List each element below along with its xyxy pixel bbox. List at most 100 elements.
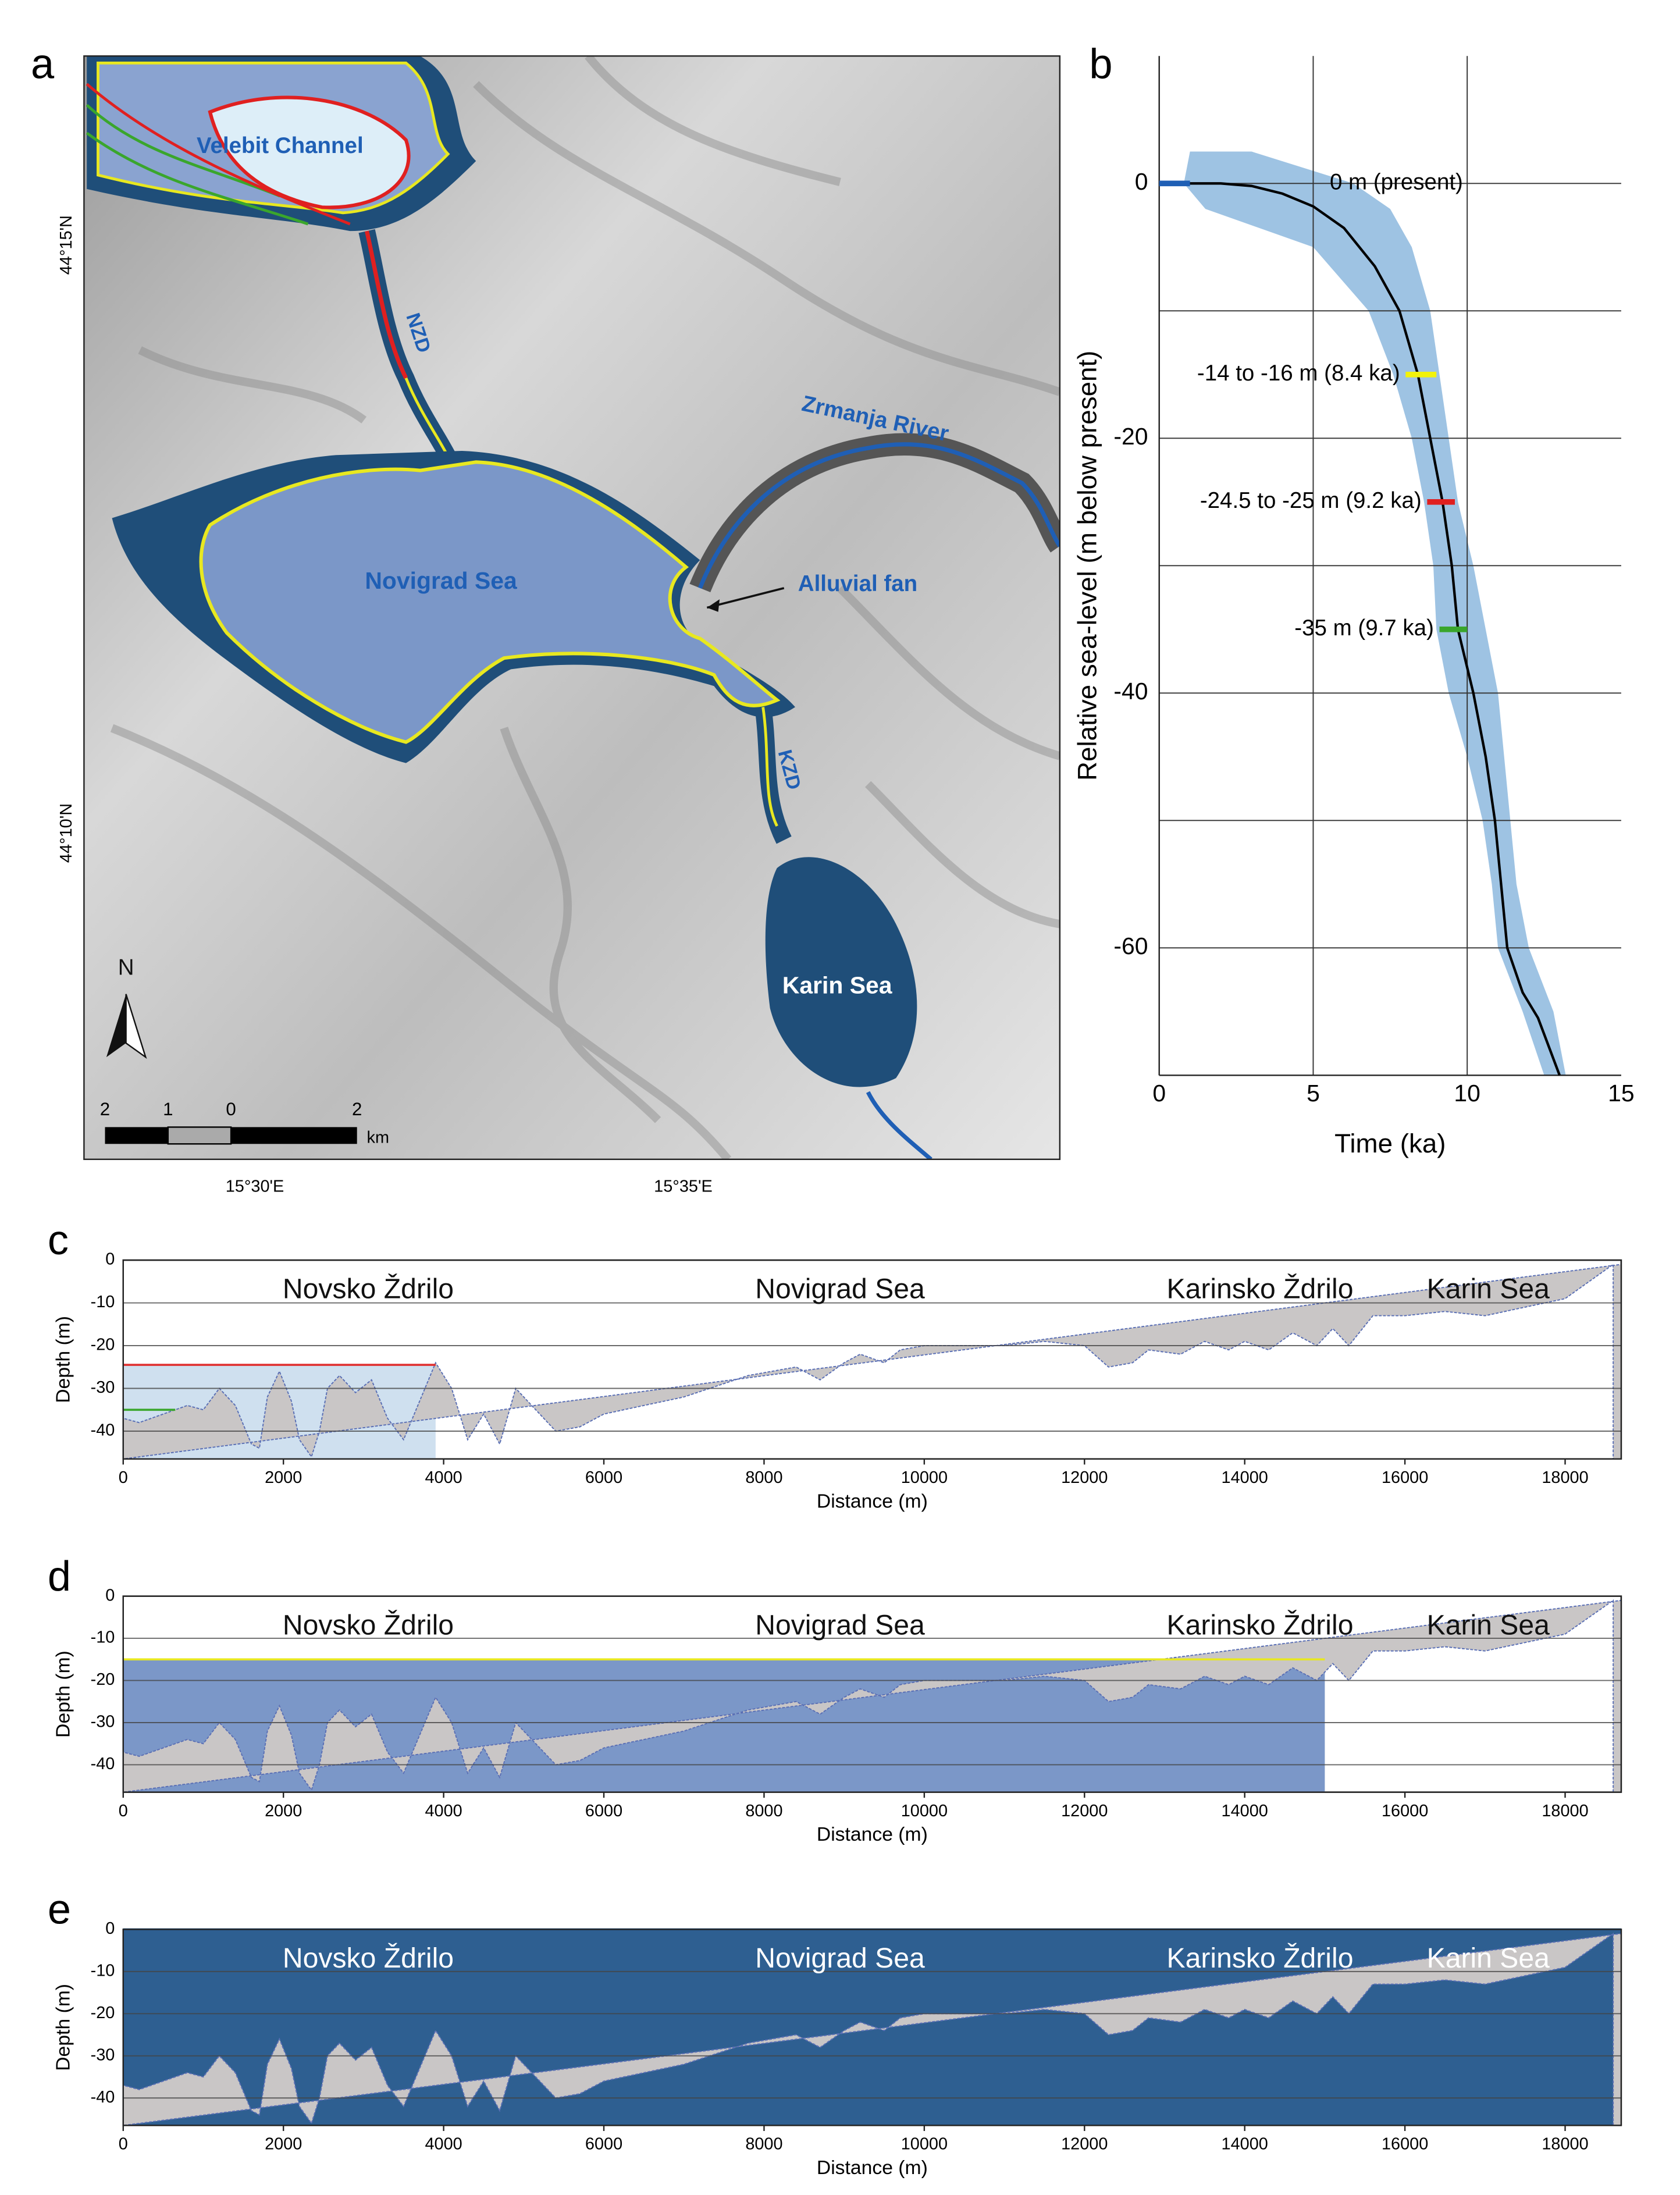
annotation: -35 m (9.7 ka) bbox=[1294, 616, 1434, 641]
x-tick-label: 2000 bbox=[265, 1802, 302, 1820]
x-tick-label: 10000 bbox=[901, 1802, 948, 1820]
terrain bbox=[122, 1263, 1622, 1460]
y-tick-label: 0 bbox=[105, 1250, 115, 1269]
y-tick-label: 0 bbox=[105, 1586, 115, 1605]
annotation: 0 m (present) bbox=[1330, 169, 1463, 194]
x-tick-label: 18000 bbox=[1542, 1802, 1588, 1820]
x-axis-title: Distance (m) bbox=[817, 1824, 928, 1845]
north-arrow bbox=[125, 994, 147, 1059]
y-tick-label: -40 bbox=[91, 1755, 115, 1773]
outflow bbox=[866, 1091, 932, 1159]
annotation: Karinsko Ždrilo bbox=[1167, 1943, 1354, 1974]
x-tick-label: 10000 bbox=[901, 1468, 948, 1487]
novigrad-water bbox=[199, 460, 781, 744]
lat-label: 44°10'N bbox=[57, 803, 76, 863]
x-tick-label: 12000 bbox=[1061, 1802, 1108, 1820]
x-tick-label: 8000 bbox=[745, 1802, 782, 1820]
y-tick-label: -20 bbox=[91, 1336, 115, 1354]
x-tick-label: 16000 bbox=[1382, 2135, 1428, 2154]
terrain bbox=[122, 1599, 1622, 1793]
map-label: Velebit Channel bbox=[197, 133, 364, 158]
x-axis-title: Distance (m) bbox=[817, 1490, 928, 1512]
scale-bar bbox=[167, 1126, 232, 1145]
map-label: Alluvial fan bbox=[798, 571, 917, 596]
kzd-line bbox=[761, 707, 778, 827]
karin-water bbox=[765, 857, 917, 1087]
y-axis-title: Relative sea-level (m below present) bbox=[1072, 351, 1102, 781]
lon-label: 15°35'E bbox=[654, 1177, 713, 1196]
x-tick-label: 4000 bbox=[425, 1802, 462, 1820]
x-tick-label: 10000 bbox=[901, 2135, 948, 2154]
line bbox=[1159, 182, 1561, 1076]
annotation: -14 to -16 m (8.4 ka) bbox=[1197, 361, 1400, 386]
x-tick-label: 4000 bbox=[425, 1468, 462, 1487]
x-tick-label: 8000 bbox=[745, 2135, 782, 2154]
y-tick-label: -40 bbox=[1113, 678, 1148, 705]
y-tick-label: -30 bbox=[91, 2045, 115, 2064]
y-tick-label: -40 bbox=[91, 2088, 115, 2107]
y-tick-label: -40 bbox=[91, 1421, 115, 1440]
y-tick-label: -60 bbox=[1113, 933, 1148, 959]
x-tick-label: 4000 bbox=[425, 2135, 462, 2154]
map-frame bbox=[83, 55, 1061, 1160]
annotation: -24.5 to -25 m (9.2 ka) bbox=[1200, 488, 1422, 513]
annotation: Karin Sea bbox=[1427, 1943, 1550, 1974]
x-tick-label: 5 bbox=[1307, 1080, 1320, 1107]
x-tick-label: 6000 bbox=[585, 1802, 622, 1820]
scale-label: 2 bbox=[100, 1099, 110, 1119]
panel-label: a bbox=[31, 41, 55, 88]
annotation: Novigrad Sea bbox=[755, 1943, 925, 1974]
arrow-head bbox=[707, 599, 720, 612]
channel-contour bbox=[86, 104, 309, 226]
annotation: Karin Sea bbox=[1427, 1609, 1550, 1641]
annotation: Novsko Ždrilo bbox=[283, 1273, 454, 1305]
x-tick-label: 10 bbox=[1454, 1080, 1480, 1107]
x-tick-label: 2000 bbox=[265, 1468, 302, 1487]
uncertainty-band bbox=[1184, 151, 1566, 1076]
x-tick-label: 2000 bbox=[265, 2135, 302, 2154]
channel-shore bbox=[208, 95, 411, 209]
scale-unit: km bbox=[367, 1128, 390, 1147]
annotation: Novsko Ždrilo bbox=[283, 1943, 454, 1974]
x-tick-label: 16000 bbox=[1382, 1468, 1428, 1487]
plot-frame bbox=[122, 1595, 1622, 1793]
plot-frame bbox=[122, 1929, 1622, 2126]
scale-label: 2 bbox=[352, 1099, 362, 1119]
plot-frame bbox=[122, 1259, 1622, 1460]
x-tick-label: 0 bbox=[119, 1802, 128, 1820]
annotation: Karinsko Ždrilo bbox=[1167, 1609, 1354, 1641]
x-tick-label: 18000 bbox=[1542, 2135, 1588, 2154]
nzd-line bbox=[365, 230, 408, 379]
x-tick-label: 15 bbox=[1608, 1080, 1635, 1107]
y-tick-label: -20 bbox=[91, 2004, 115, 2022]
x-tick-label: 6000 bbox=[585, 1468, 622, 1487]
scale-bar bbox=[231, 1127, 357, 1144]
x-tick-label: 16000 bbox=[1382, 1802, 1428, 1820]
map-label: Novigrad Sea bbox=[365, 567, 518, 594]
y-tick-label: -20 bbox=[1113, 423, 1148, 450]
panel-label: d bbox=[48, 1553, 71, 1600]
panel-label: c bbox=[48, 1217, 69, 1264]
scale-bar bbox=[105, 1127, 168, 1144]
y-tick-label: -30 bbox=[91, 1713, 115, 1731]
x-tick-label: 6000 bbox=[585, 2135, 622, 2154]
channel-contour bbox=[86, 83, 351, 226]
scale-label: 1 bbox=[163, 1099, 173, 1119]
north-label: N bbox=[118, 955, 134, 980]
panel-label: e bbox=[48, 1887, 71, 1933]
x-tick-label: 12000 bbox=[1061, 2135, 1108, 2154]
annotation: Novigrad Sea bbox=[755, 1609, 925, 1641]
map-label: Karin Sea bbox=[782, 972, 893, 999]
y-tick-label: -20 bbox=[91, 1670, 115, 1689]
relief bbox=[110, 56, 1060, 1159]
scale-label: 0 bbox=[226, 1099, 236, 1119]
y-tick-label: 0 bbox=[1135, 168, 1148, 195]
y-axis-title: Depth (m) bbox=[53, 1316, 74, 1403]
x-tick-label: 14000 bbox=[1222, 1802, 1268, 1820]
x-tick-label: 0 bbox=[1152, 1080, 1166, 1107]
lon-label: 15°30'E bbox=[226, 1177, 284, 1196]
y-tick-label: -10 bbox=[91, 1628, 115, 1647]
x-tick-label: 12000 bbox=[1061, 1468, 1108, 1487]
x-tick-label: 18000 bbox=[1542, 1468, 1588, 1487]
y-tick-label: -10 bbox=[91, 1293, 115, 1311]
